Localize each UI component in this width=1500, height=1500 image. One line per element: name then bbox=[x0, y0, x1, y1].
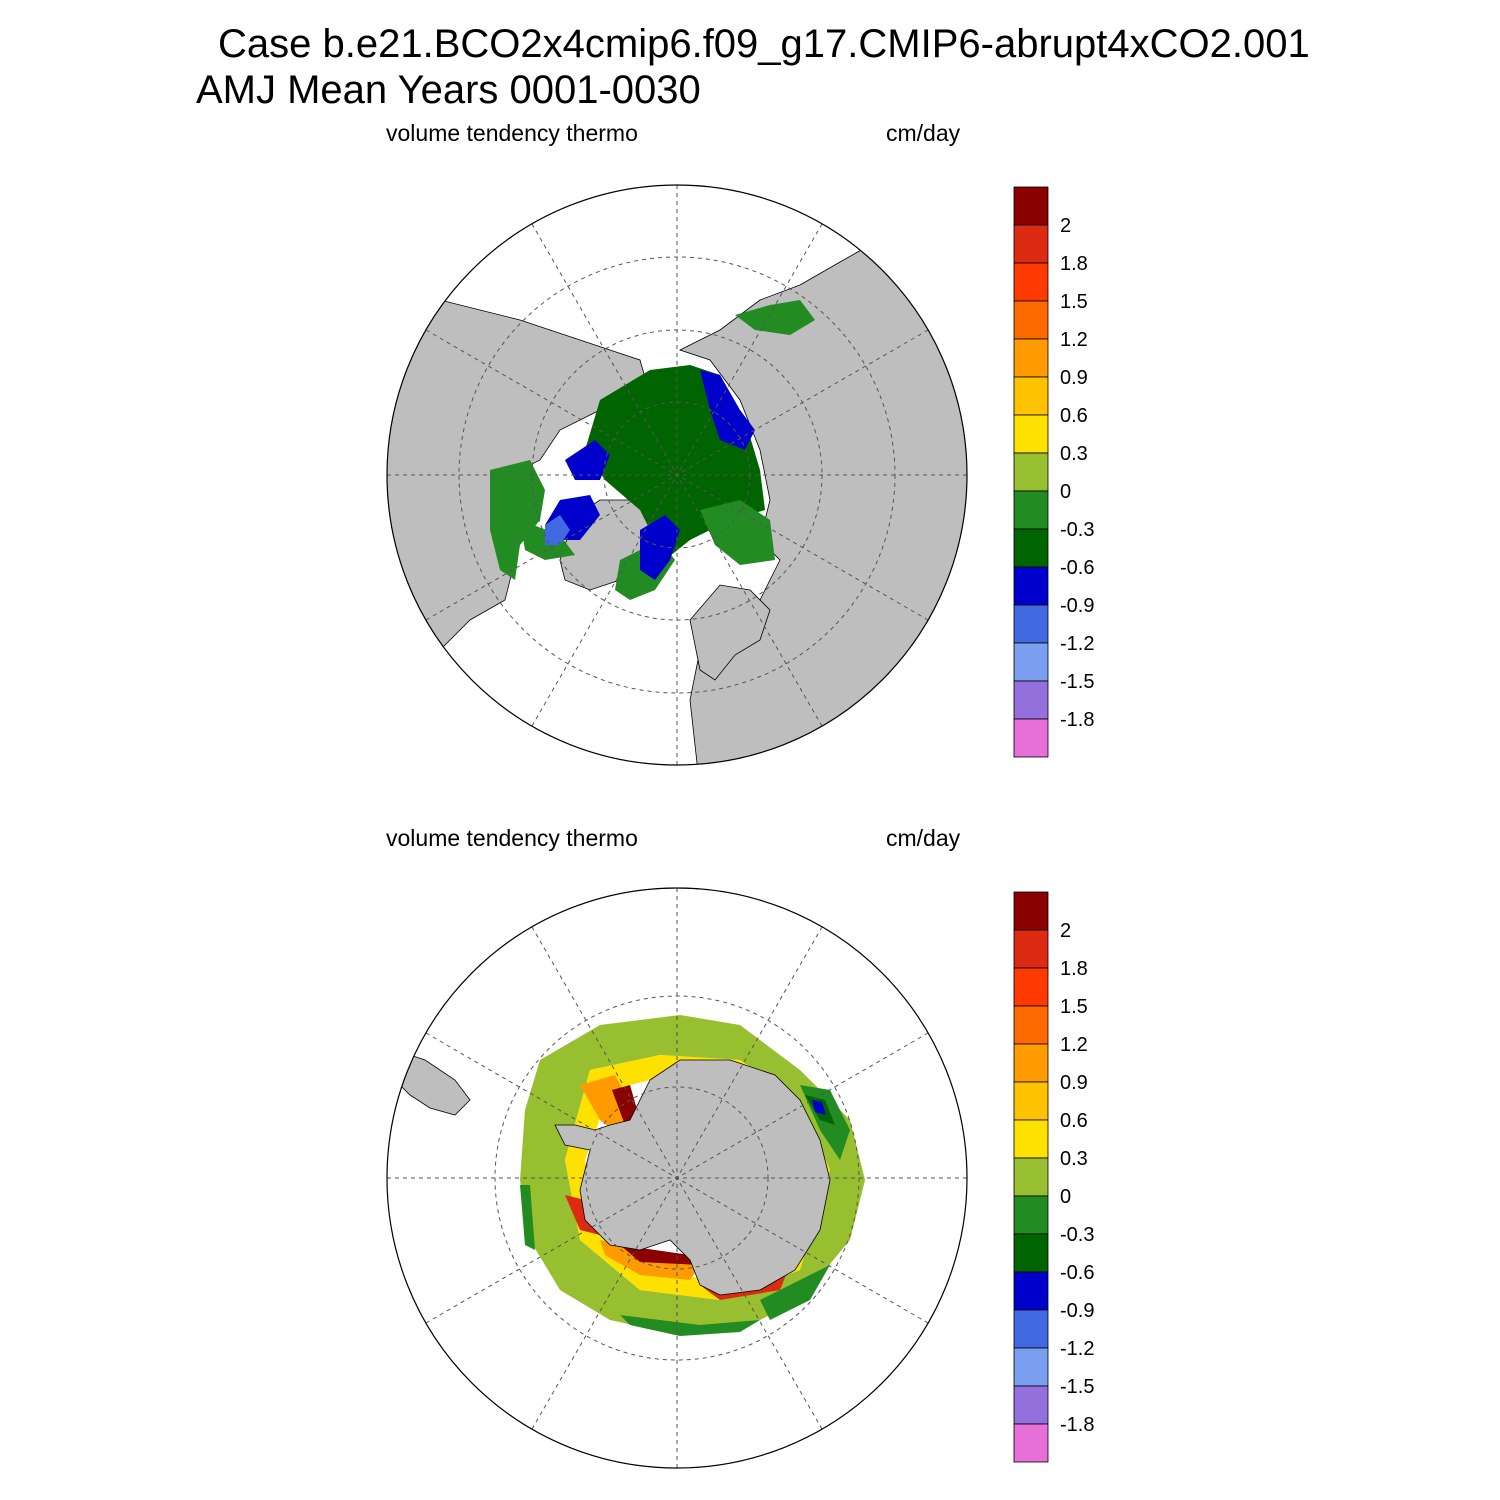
north-colorbar-label: 0.3 bbox=[1060, 443, 1088, 465]
north-colorbar-label: -0.3 bbox=[1060, 519, 1094, 541]
south-colorbar-swatch bbox=[1013, 1157, 1049, 1197]
south-map-boundary bbox=[386, 887, 968, 1469]
north-colorbar-label: -0.6 bbox=[1060, 557, 1094, 579]
south-colorbar-label: -0.3 bbox=[1060, 1224, 1094, 1246]
south-colorbar-swatch bbox=[1013, 1081, 1049, 1121]
south-ice-green-south bbox=[620, 1315, 760, 1336]
south-colorbar-swatch bbox=[1013, 1385, 1049, 1425]
north-ice-lightblue-hudson bbox=[545, 515, 570, 545]
south-ice-green-southeast bbox=[760, 1265, 830, 1320]
north-polar-map bbox=[386, 184, 968, 766]
south-colorbar-label: 0.3 bbox=[1060, 1148, 1088, 1170]
south-colorbar-label: -1.8 bbox=[1060, 1414, 1094, 1436]
figure-title-case: Case b.e21.BCO2x4cmip6.f09_g17.CMIP6-abr… bbox=[218, 22, 1310, 66]
north-colorbar-swatch bbox=[1013, 680, 1049, 720]
north-colorbar-label: -0.9 bbox=[1060, 595, 1094, 617]
south-colorbar-swatch bbox=[1013, 1423, 1049, 1463]
south-colorbar-swatch bbox=[1013, 1271, 1049, 1311]
south-ice-blue-east bbox=[812, 1100, 826, 1115]
south-colorbar-label: 0.9 bbox=[1060, 1072, 1088, 1094]
south-colorbar-label: -0.9 bbox=[1060, 1300, 1094, 1322]
south-ice-green-west bbox=[520, 1185, 535, 1250]
south-colorbar-label: 0 bbox=[1060, 1186, 1071, 1208]
south-colorbar-swatch bbox=[1013, 1347, 1049, 1387]
north-ice-patch-greenland-sea bbox=[700, 500, 775, 565]
north-colorbar-swatch bbox=[1013, 300, 1049, 340]
north-colorbar-label: 1.5 bbox=[1060, 291, 1088, 313]
north-colorbar-label: 0.9 bbox=[1060, 367, 1088, 389]
north-land-scandinavia bbox=[689, 584, 771, 681]
north-colorbar-swatch bbox=[1013, 718, 1049, 758]
north-colorbar-swatch bbox=[1013, 224, 1049, 264]
north-colorbar-label: -1.2 bbox=[1060, 633, 1094, 655]
south-colorbar-label: 1.2 bbox=[1060, 1034, 1088, 1056]
south-colorbar-label: 1.5 bbox=[1060, 996, 1088, 1018]
south-colorbar-label: 0.6 bbox=[1060, 1110, 1088, 1132]
south-colorbar-label: -0.6 bbox=[1060, 1262, 1094, 1284]
north-colorbar-swatch bbox=[1013, 490, 1049, 530]
south-colorbar-swatch bbox=[1013, 1005, 1049, 1045]
north-colorbar-label: 2 bbox=[1060, 215, 1071, 237]
north-colorbar-swatch bbox=[1013, 566, 1049, 606]
north-colorbar-swatch bbox=[1013, 528, 1049, 568]
north-ice-patch-hudson bbox=[490, 460, 545, 580]
south-colorbar-label: 1.8 bbox=[1060, 958, 1088, 980]
north-ice-blue-archipelago bbox=[565, 440, 610, 480]
north-colorbar-label: -1.8 bbox=[1060, 709, 1094, 731]
north-colorbar-swatch bbox=[1013, 186, 1049, 226]
south-colorbar-swatch bbox=[1013, 1309, 1049, 1349]
south-colorbar-swatch bbox=[1013, 1119, 1049, 1159]
south-colorbar-swatch bbox=[1013, 929, 1049, 969]
north-colorbar-label: 1.8 bbox=[1060, 253, 1088, 275]
north-colorbar-swatch bbox=[1013, 642, 1049, 682]
south-colorbar-swatch bbox=[1013, 891, 1049, 931]
north-ice-patch-bering bbox=[735, 300, 815, 335]
north-ice-blue-east-siberian bbox=[700, 370, 755, 450]
north-panel-units-label: cm/day bbox=[886, 120, 961, 146]
north-colorbar-label: -1.5 bbox=[1060, 671, 1094, 693]
north-map-boundary bbox=[386, 184, 968, 766]
south-colorbar-swatch bbox=[1013, 967, 1049, 1007]
north-colorbar-swatch bbox=[1013, 262, 1049, 302]
north-panel-variable-label: volume tendency thermo bbox=[386, 120, 638, 146]
south-colorbar-label: -1.2 bbox=[1060, 1338, 1094, 1360]
south-panel-variable-label: volume tendency thermo bbox=[386, 825, 638, 851]
north-ice-blue-baffin bbox=[640, 515, 680, 580]
north-colorbar-swatch bbox=[1013, 338, 1049, 378]
south-panel-units-label: cm/day bbox=[886, 825, 961, 851]
south-colorbar-swatch bbox=[1013, 1043, 1049, 1083]
north-colorbar-label: 0 bbox=[1060, 481, 1071, 503]
figure-title-period: AMJ Mean Years 0001-0030 bbox=[196, 68, 701, 112]
north-colorbar: 2 1.8 1.5 1.2 0.9 0.6 0.3 0 -0.3 -0.6 -0.9 -1.2 -1.5… bbox=[1013, 186, 1094, 758]
south-colorbar-swatch bbox=[1013, 1233, 1049, 1273]
north-colorbar-swatch bbox=[1013, 604, 1049, 644]
south-colorbar-label: 2 bbox=[1060, 920, 1071, 942]
north-colorbar-swatch bbox=[1013, 414, 1049, 454]
north-colorbar-label: 0.6 bbox=[1060, 405, 1088, 427]
south-polar-map bbox=[386, 887, 968, 1469]
north-colorbar-swatch bbox=[1013, 376, 1049, 416]
south-colorbar-swatch bbox=[1013, 1195, 1049, 1235]
south-colorbar-label: -1.5 bbox=[1060, 1376, 1094, 1398]
south-colorbar: 2 1.8 1.5 1.2 0.9 0.6 0.3 0 -0.3 -0.6 -0.9 -1.2 -1.5… bbox=[1013, 891, 1094, 1463]
north-colorbar-label: 1.2 bbox=[1060, 329, 1088, 351]
south-ice-inner-warm-band bbox=[565, 1055, 830, 1300]
north-colorbar-swatch bbox=[1013, 452, 1049, 492]
